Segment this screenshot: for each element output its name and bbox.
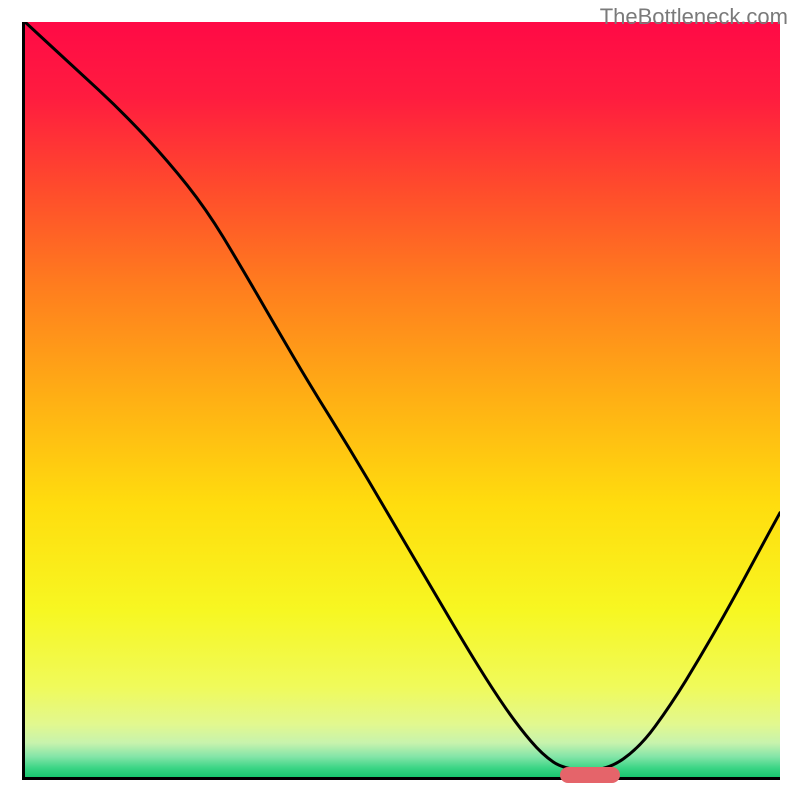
chart-plot-area bbox=[22, 22, 780, 780]
chart-curve-svg bbox=[25, 22, 780, 777]
chart-curve-path bbox=[25, 22, 780, 770]
watermark-text: TheBottleneck.com bbox=[600, 4, 788, 30]
chart-minimum-marker bbox=[560, 767, 620, 783]
